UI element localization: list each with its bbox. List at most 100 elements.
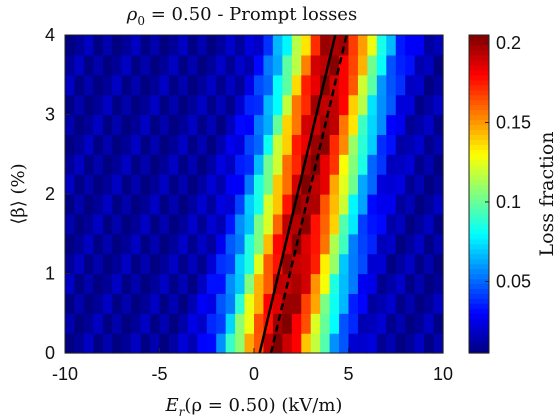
heatmap-cell [131, 233, 142, 255]
heatmap-cell [386, 253, 397, 275]
heatmap-cell [414, 134, 425, 155]
heatmap-cell [263, 154, 274, 175]
colorbar-segment [469, 129, 489, 135]
heatmap-cell [206, 333, 217, 354]
heatmap-cell [254, 213, 265, 235]
heatmap-cell [405, 194, 416, 215]
heatmap-cell [348, 94, 359, 116]
heatmap-cell [291, 333, 302, 354]
heatmap-cell [395, 54, 406, 76]
heatmap-cell [159, 213, 170, 235]
heatmap-cell [178, 273, 189, 294]
heatmap-cell [395, 94, 406, 116]
heatmap-cell [414, 74, 425, 96]
heatmap-cell [168, 293, 179, 314]
heatmap-cell [367, 313, 378, 334]
heatmap-cell [74, 114, 85, 135]
heatmap-cell [414, 253, 425, 275]
heatmap-cell [433, 194, 444, 215]
heatmap-cell [74, 94, 85, 116]
heatmap-cell [348, 194, 359, 215]
heatmap-cell [320, 313, 331, 334]
heatmap-cell [178, 253, 189, 275]
heatmap-cell [83, 114, 94, 135]
heatmap-cell [367, 213, 378, 235]
heatmap-cell [395, 233, 406, 255]
heatmap-cell [272, 313, 283, 334]
heatmap-cell [339, 94, 350, 116]
heatmap-cell [414, 94, 425, 116]
heatmap-cell [414, 293, 425, 314]
heatmap-cell [150, 114, 161, 135]
heatmap-cell [320, 35, 331, 56]
heatmap-cell [235, 74, 246, 96]
heatmap-cell [348, 293, 359, 314]
colorbar-segment [469, 293, 489, 299]
heatmap-cell [301, 293, 312, 314]
heatmap-cell [235, 194, 246, 215]
heatmap-cell [197, 233, 208, 255]
heatmap-cell [395, 333, 406, 354]
heatmap-cell [187, 273, 198, 294]
heatmap-cell [83, 253, 94, 275]
colorbar-segment [469, 54, 489, 61]
heatmap-cell [244, 154, 255, 175]
heatmap-cell [395, 253, 406, 275]
heatmap-cell [414, 233, 425, 255]
heatmap-cell [112, 154, 123, 175]
heatmap-cell [282, 293, 293, 314]
heatmap-cell [310, 293, 321, 314]
heatmap-cell [150, 253, 161, 275]
heatmap-cell [74, 194, 85, 215]
heatmap-cell [282, 174, 293, 195]
heatmap-cell [386, 94, 397, 116]
heatmap-cell [235, 134, 246, 155]
heatmap-cell [206, 134, 217, 155]
x-axis-label: Er(ρ = 0.50) (kV/m) [165, 395, 343, 419]
heatmap-cell [187, 293, 198, 314]
heatmap-cell [168, 233, 179, 255]
heatmap-cell [168, 35, 179, 56]
heatmap-cell [339, 54, 350, 76]
colorbar-segment [469, 179, 489, 185]
heatmap-cell [244, 54, 255, 76]
heatmap-cell [121, 194, 132, 215]
heatmap-cell [320, 194, 331, 215]
heatmap-cell [301, 35, 312, 56]
heatmap-cell [291, 74, 302, 96]
heatmap-cell [121, 35, 132, 56]
heatmap-cell [395, 74, 406, 96]
heatmap-cell [282, 134, 293, 155]
heatmap-cell [168, 114, 179, 135]
heatmap-cell [93, 213, 104, 235]
heatmap-cell [187, 114, 198, 135]
heatmap-cell [235, 313, 246, 334]
heatmap-cell [291, 154, 302, 175]
heatmap-cell [291, 94, 302, 116]
heatmap-cell [386, 333, 397, 354]
heatmap-cell [225, 194, 236, 215]
heatmap-cell [65, 35, 76, 56]
heatmap-cell [197, 94, 208, 116]
heatmap-cell [168, 174, 179, 195]
heatmap-cell [121, 253, 132, 275]
heatmap-cell [310, 94, 321, 116]
heatmap-cell [433, 313, 444, 334]
heatmap-cell [140, 253, 151, 275]
heatmap-cell [320, 134, 331, 155]
heatmap-cell [178, 154, 189, 175]
heatmap-cell [254, 35, 265, 56]
heatmap-cell [140, 174, 151, 195]
heatmap-cell [348, 154, 359, 175]
colorbar-segment [469, 238, 489, 245]
heatmap-cell [320, 154, 331, 175]
heatmap-cell [376, 54, 387, 76]
heatmap-cell [235, 94, 246, 116]
heatmap-cell [187, 35, 198, 56]
heatmap-cell [405, 114, 416, 135]
heatmap-cell [225, 54, 236, 76]
colorbar-segment [469, 109, 489, 116]
colorbar-segment [469, 39, 489, 46]
heatmap-cell [140, 194, 151, 215]
heatmap-cell [244, 74, 255, 96]
